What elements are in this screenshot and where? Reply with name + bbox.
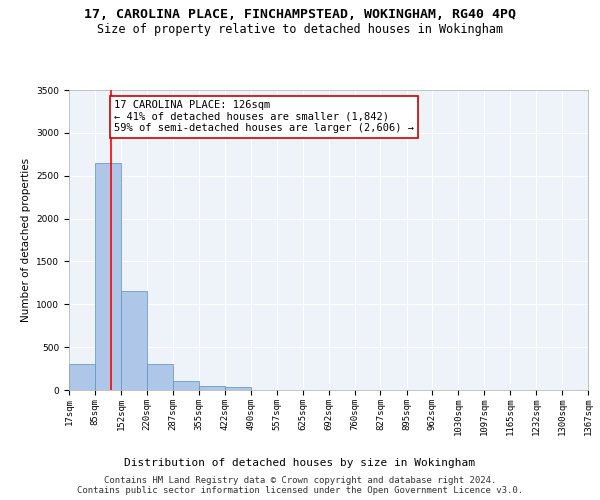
Bar [69, 364, 95, 390]
Bar [147, 364, 173, 390]
Text: 17 CAROLINA PLACE: 126sqm
← 41% of detached houses are smaller (1,842)
59% of se: 17 CAROLINA PLACE: 126sqm ← 41% of detac… [114, 100, 414, 134]
Bar [224, 388, 251, 390]
Text: Contains HM Land Registry data © Crown copyright and database right 2024.
Contai: Contains HM Land Registry data © Crown c… [77, 476, 523, 495]
Bar [173, 382, 199, 390]
Y-axis label: Number of detached properties: Number of detached properties [21, 158, 31, 322]
Text: Distribution of detached houses by size in Wokingham: Distribution of detached houses by size … [125, 458, 476, 468]
Bar [199, 386, 224, 390]
Bar [121, 292, 147, 390]
Text: 17, CAROLINA PLACE, FINCHAMPSTEAD, WOKINGHAM, RG40 4PQ: 17, CAROLINA PLACE, FINCHAMPSTEAD, WOKIN… [84, 8, 516, 20]
Text: Size of property relative to detached houses in Wokingham: Size of property relative to detached ho… [97, 22, 503, 36]
Bar [95, 163, 121, 390]
